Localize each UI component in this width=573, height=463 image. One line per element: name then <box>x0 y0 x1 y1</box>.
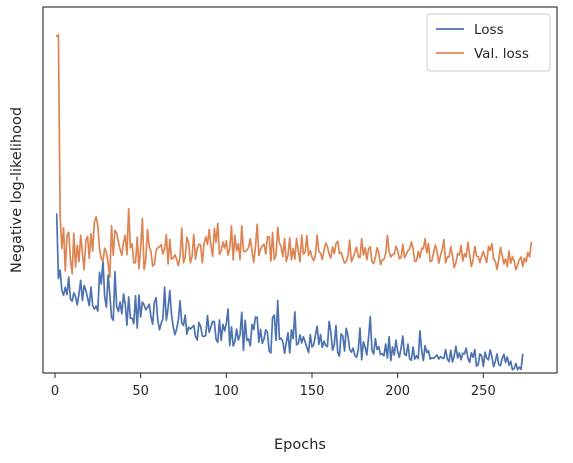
series-layer <box>55 33 533 371</box>
x-tick-label-1: 50 <box>132 384 149 399</box>
x-tick-label-3: 150 <box>300 384 325 399</box>
x-tick-label-4: 200 <box>385 384 410 399</box>
legend-items: Loss Val. loss <box>436 22 529 62</box>
legend-label-0: Loss <box>474 22 504 38</box>
x-tick-label-0: 0 <box>51 384 59 399</box>
series-line-1 <box>55 33 533 278</box>
x-tick-label-5: 250 <box>471 384 496 399</box>
legend-label-1: Val. loss <box>474 46 529 62</box>
plot-frame <box>42 6 558 374</box>
x-axis-ticks: 0 50 100 150 200 250 <box>51 373 496 399</box>
plot-area <box>42 6 558 374</box>
legend: Loss Val. loss <box>426 13 551 72</box>
x-axis-label: Epochs <box>274 437 326 453</box>
series-line-0 <box>55 213 524 371</box>
y-axis-label: Negative log-likelihood <box>9 107 25 273</box>
x-tick-label-2: 100 <box>214 384 239 399</box>
